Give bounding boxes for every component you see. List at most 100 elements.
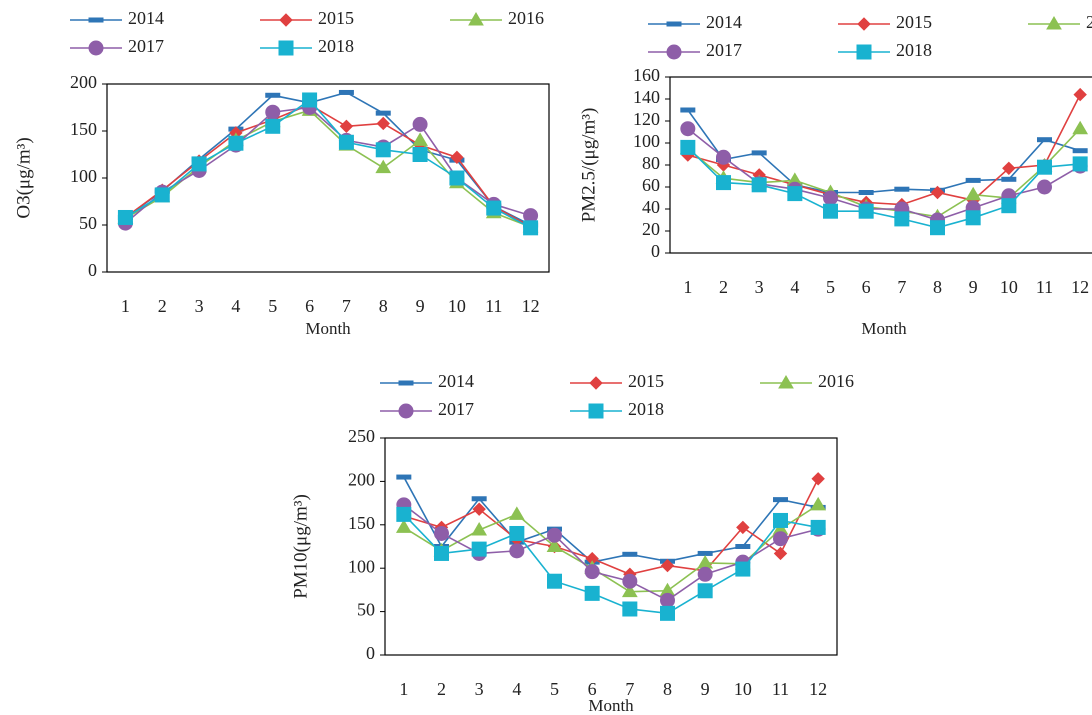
data-point	[1001, 198, 1017, 214]
data-point	[697, 566, 713, 582]
data-point	[265, 118, 281, 134]
data-point	[894, 186, 910, 192]
data-point	[773, 512, 788, 528]
legend-marker	[279, 13, 293, 27]
plot-frame	[384, 437, 838, 656]
data-point	[773, 531, 788, 547]
series-line	[687, 94, 1081, 206]
data-point	[735, 544, 751, 549]
data-point	[622, 551, 638, 557]
data-point	[434, 545, 449, 561]
data-point	[375, 159, 392, 174]
data-point	[339, 119, 354, 134]
data-point	[396, 474, 412, 480]
x-tick-label: 3	[475, 679, 484, 699]
data-point	[660, 558, 675, 573]
data-point	[396, 506, 412, 522]
data-point	[965, 186, 982, 201]
data-point	[894, 211, 910, 227]
x-tick-label: 5	[826, 277, 835, 297]
data-point	[546, 538, 563, 552]
data-point	[1072, 148, 1088, 154]
series-line	[403, 504, 819, 593]
series-line	[403, 478, 819, 576]
data-point	[965, 210, 981, 226]
legend-label: 2014	[706, 12, 742, 32]
data-point	[486, 200, 502, 216]
data-point	[660, 592, 675, 608]
y-tick-label: 20	[642, 219, 660, 239]
data-point	[338, 134, 354, 150]
data-point	[751, 177, 767, 193]
data-point	[434, 525, 449, 541]
data-point	[751, 150, 767, 156]
series-line	[125, 109, 531, 228]
series-line	[687, 109, 1081, 194]
data-point	[697, 550, 713, 556]
series-line	[124, 106, 531, 224]
x-tick-label: 3	[755, 277, 764, 297]
y-axis-label: PM10(μg/m³)	[290, 494, 311, 599]
data-point	[1002, 161, 1016, 176]
data-point	[810, 496, 827, 511]
legend-marker	[88, 17, 104, 23]
x-tick-label: 10	[734, 679, 752, 699]
data-point	[509, 525, 525, 541]
series-line	[124, 98, 531, 229]
data-point	[584, 585, 600, 601]
data-point	[697, 554, 714, 569]
x-tick-label: 5	[550, 679, 559, 699]
data-point	[622, 601, 638, 617]
x-tick-label: 7	[897, 277, 906, 297]
y-tick-label: 80	[642, 153, 660, 173]
y-tick-label: 0	[651, 241, 660, 261]
y-tick-label: 50	[79, 213, 97, 233]
legend-marker	[588, 403, 604, 419]
data-point	[117, 209, 133, 225]
data-point	[395, 519, 412, 533]
legend-marker	[398, 380, 414, 386]
data-point	[547, 527, 562, 543]
x-tick-label: 2	[158, 296, 167, 316]
y-tick-label: 60	[642, 175, 660, 195]
plot-frame	[106, 83, 550, 273]
x-tick-label: 8	[663, 679, 672, 699]
data-point	[228, 135, 244, 151]
data-point	[930, 185, 945, 200]
legend-label: 2018	[628, 399, 664, 419]
y-tick-label: 100	[348, 556, 375, 576]
legend-label: 2014	[438, 371, 474, 391]
data-point	[376, 116, 390, 131]
legend-label: 2014	[128, 8, 164, 28]
data-point	[823, 203, 838, 219]
data-point	[412, 132, 428, 146]
legend-marker	[778, 375, 794, 389]
y-tick-label: 140	[633, 87, 660, 107]
x-tick-label: 3	[195, 296, 204, 316]
data-point	[787, 186, 803, 202]
data-point	[622, 573, 638, 589]
y-tick-label: 250	[348, 426, 375, 446]
legend-label: 2018	[318, 36, 354, 56]
x-tick-label: 2	[719, 277, 728, 297]
y-tick-label: 150	[348, 513, 375, 533]
x-tick-label: 12	[522, 296, 540, 316]
data-point	[1001, 176, 1017, 182]
x-tick-label: 6	[862, 277, 871, 297]
x-tick-label: 6	[588, 679, 597, 699]
legend-marker	[398, 403, 414, 419]
series-line	[687, 128, 1081, 221]
data-point	[1073, 87, 1087, 102]
data-point	[412, 147, 428, 162]
data-point	[449, 170, 465, 186]
legend-marker	[666, 21, 682, 27]
data-point	[1037, 179, 1052, 195]
x-tick-label: 11	[1036, 277, 1053, 297]
legend-marker	[857, 17, 871, 31]
y-tick-label: 200	[348, 470, 375, 490]
data-point	[523, 220, 539, 236]
y-tick-label: 100	[633, 131, 660, 151]
legend-label: 2017	[438, 399, 474, 419]
x-tick-label: 1	[121, 296, 130, 316]
data-point	[154, 187, 170, 203]
